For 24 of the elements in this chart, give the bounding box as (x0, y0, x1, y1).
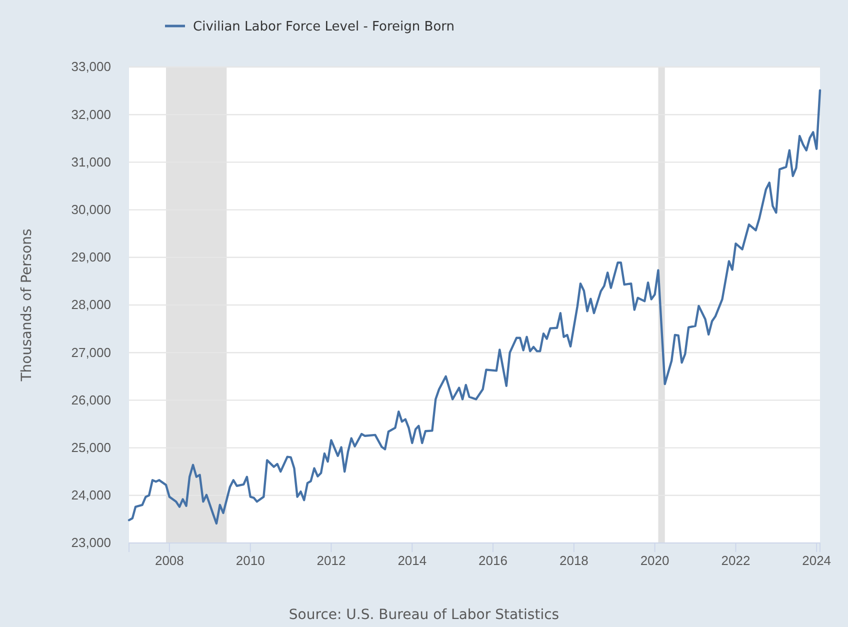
source-note: Source: U.S. Bureau of Labor Statistics (288, 607, 560, 623)
y-tick-label: 26,000 (71, 392, 111, 408)
y-tick-label: 23,000 (71, 535, 111, 550)
x-tick-label: 2010 (236, 553, 265, 568)
y-tick-label: 33,000 (71, 59, 111, 74)
y-tick-label: 24,000 (71, 488, 111, 503)
y-tick-label: 28,000 (71, 297, 111, 312)
x-tick-label: 2014 (398, 553, 427, 568)
x-tick-label: 2008 (154, 553, 184, 568)
y-tick-label: 29,000 (71, 250, 111, 265)
y-tick-label: 31,000 (71, 154, 111, 170)
y-tick-label: 27,000 (71, 344, 111, 360)
y-tick-label: 32,000 (71, 106, 111, 122)
y-tick-label: 25,000 (71, 440, 111, 455)
y-tick-label: 30,000 (71, 202, 111, 217)
x-tick-label: 2012 (316, 553, 346, 568)
legend-label: Civilian Labor Force Level - Foreign Born (193, 20, 455, 34)
line-series (128, 89, 822, 525)
x-tick-label: 2024 (802, 553, 832, 568)
y-axis-title: Thousands of Persons (19, 228, 35, 382)
x-tick-label: 2020 (640, 553, 670, 568)
x-tick-label: 2022 (721, 553, 750, 568)
x-tick-label: 2016 (478, 553, 508, 568)
x-tick-label: 2018 (559, 553, 588, 568)
